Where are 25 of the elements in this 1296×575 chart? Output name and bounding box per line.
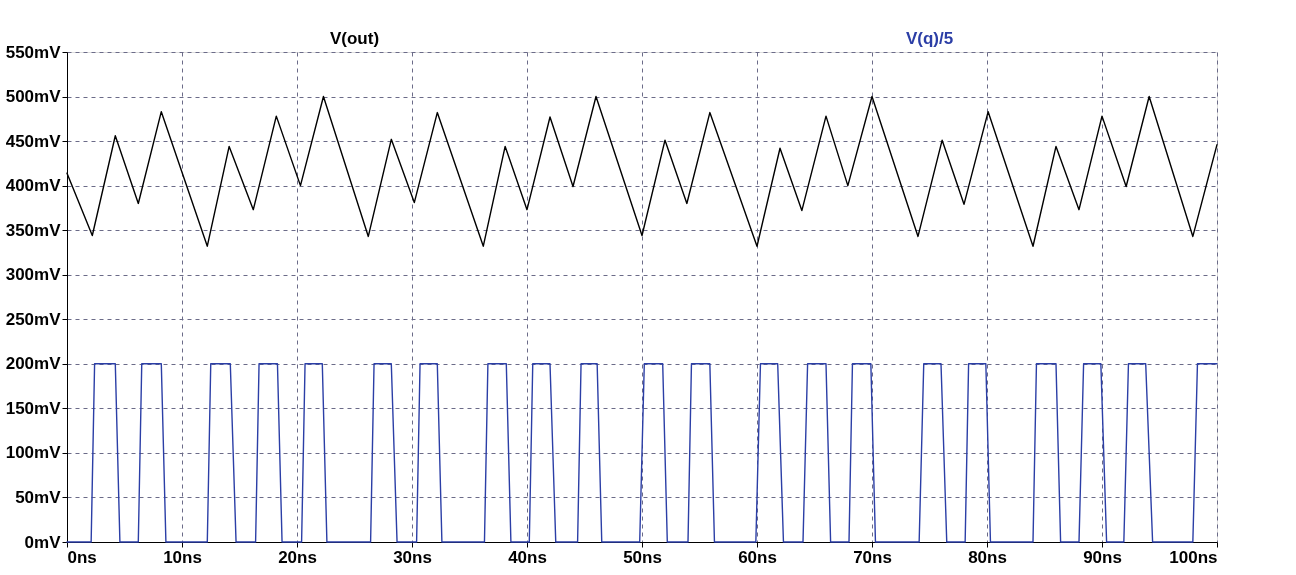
- y-tick-label: 0mV: [24, 532, 62, 552]
- x-tick-label: 90ns: [1083, 547, 1122, 567]
- y-tick-label: 300mV: [5, 265, 62, 285]
- x-tick-label: 50ns: [623, 547, 662, 567]
- x-tick-label: 10ns: [163, 547, 202, 567]
- x-tick-label: 60ns: [738, 547, 777, 567]
- text: V(out): [329, 29, 380, 48]
- y-tick-label: 450mV: [5, 131, 62, 151]
- y-tick-label: 400mV: [5, 176, 62, 196]
- x-tick-label: 80ns: [968, 547, 1007, 567]
- x-tick-label: 20ns: [278, 547, 317, 567]
- y-tick-label: 550mV: [5, 42, 62, 62]
- x-tick-label: 70ns: [853, 547, 892, 567]
- y-tick-label: 350mV: [5, 220, 62, 240]
- x-tick-label: 0ns: [67, 547, 97, 567]
- y-tick-label: 100mV: [5, 443, 62, 463]
- x-tick-label: 100ns: [1169, 547, 1218, 567]
- y-tick-label: 50mV: [15, 487, 62, 507]
- y-tick-label: 250mV: [5, 309, 62, 329]
- text: V(q)/5: [905, 29, 954, 48]
- x-tick-label: 30ns: [393, 547, 432, 567]
- x-tick-label: 40ns: [508, 547, 547, 567]
- y-tick-label: 150mV: [5, 398, 62, 418]
- y-tick-label: 500mV: [5, 87, 62, 107]
- y-tick-label: 200mV: [5, 354, 62, 374]
